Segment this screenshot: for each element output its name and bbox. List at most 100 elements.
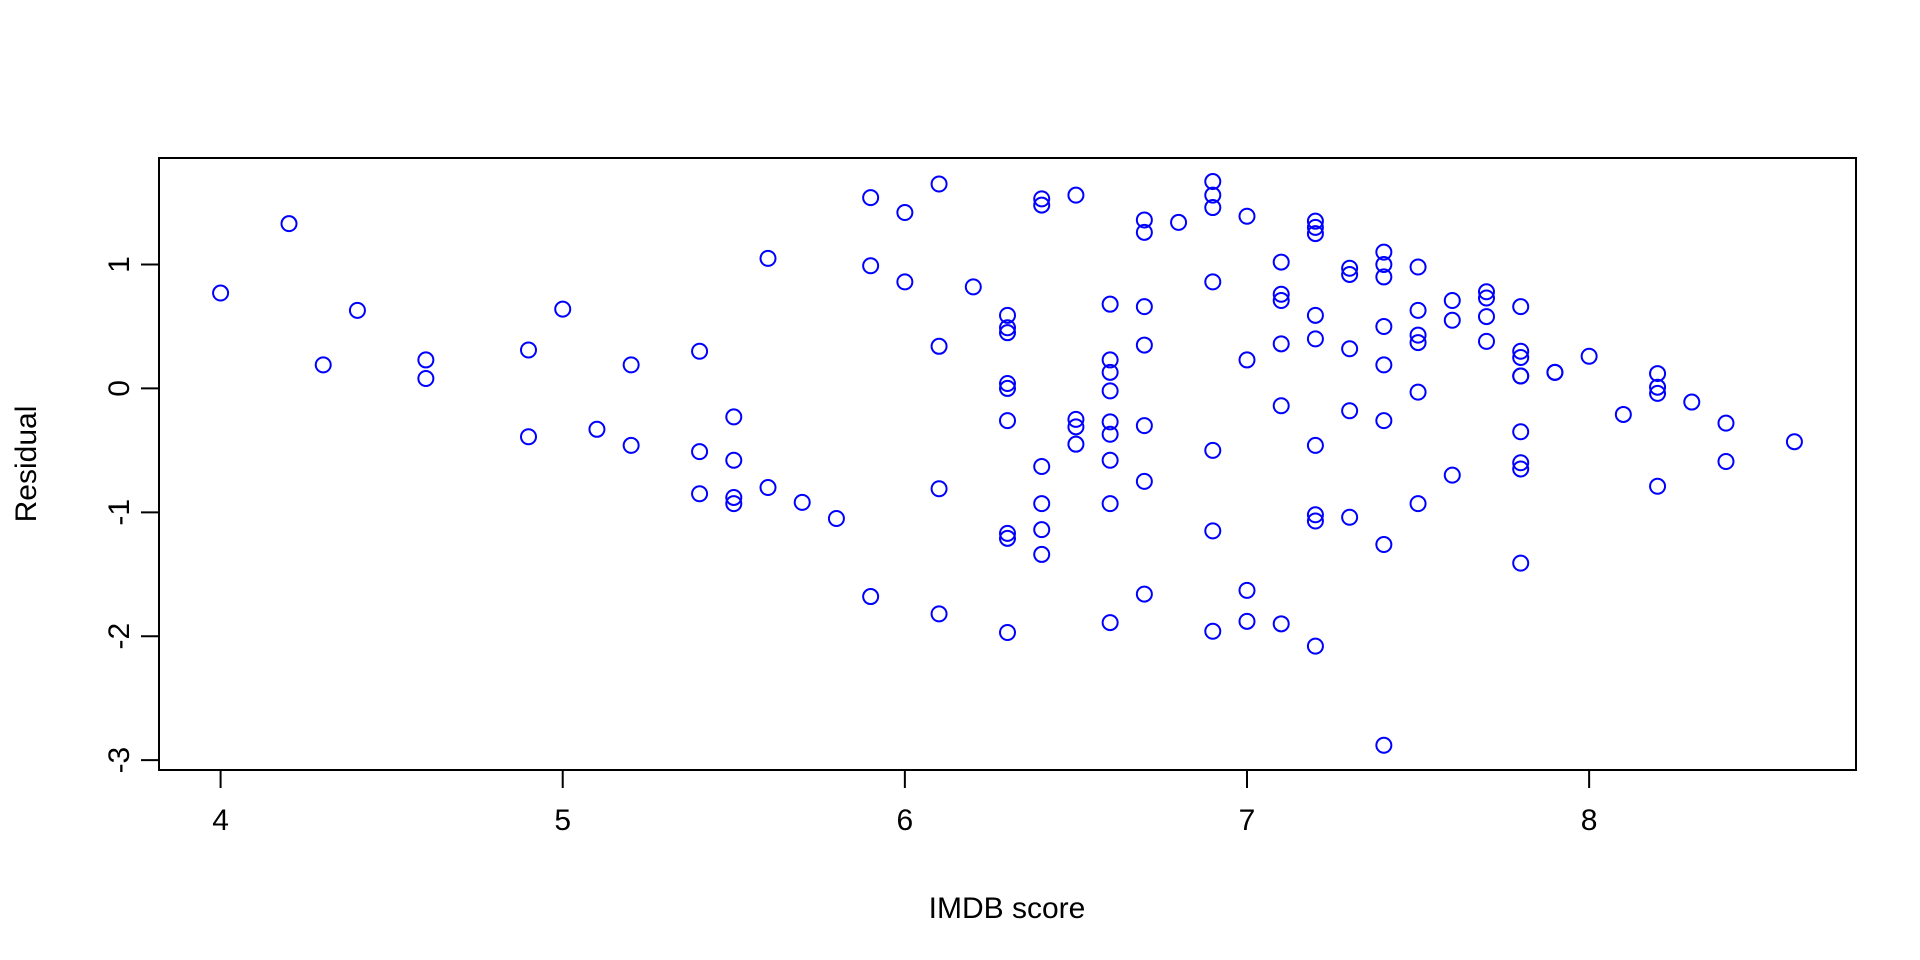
data-point [1717,453,1735,471]
data-point [1135,211,1153,229]
data-point [1341,259,1359,277]
data-point [1477,308,1495,326]
data-point [1272,285,1290,303]
data-point [520,341,538,359]
data-point [1443,311,1461,329]
data-point [1033,457,1051,475]
data-point [417,370,435,388]
data-point [1477,289,1495,307]
data-point [1033,545,1051,563]
data-point [1306,306,1324,324]
data-point [1170,213,1188,231]
data-point [1717,414,1735,432]
data-point [1512,348,1530,366]
data-point [1204,199,1222,217]
data-point [691,342,709,360]
data-point [725,451,743,469]
x-tick-label: 6 [897,804,914,837]
y-tick-label: 0 [103,380,136,397]
data-point [725,408,743,426]
data-point [1477,332,1495,350]
data-point [1443,291,1461,309]
data-point [999,623,1016,641]
x-axis-title: IMDB score [929,892,1086,925]
data-point [1306,512,1324,530]
data-point [1306,436,1324,454]
x-tick-label: 7 [1239,804,1256,837]
data-point [1101,425,1119,443]
data-point [1204,273,1222,291]
data-point [588,420,606,438]
data-point [862,257,880,275]
data-point [1614,405,1632,423]
data-point [1306,218,1324,236]
data-point [1512,367,1530,385]
data-point [1272,335,1290,353]
data-point [999,412,1016,430]
data-point [1375,268,1393,286]
data-point [1409,258,1427,276]
data-point [1101,382,1119,400]
data-point [1101,363,1119,381]
data-point [1238,351,1256,369]
data-point [1204,622,1222,640]
data-point [1238,581,1256,599]
data-point [1101,295,1119,313]
data-point [1204,186,1222,204]
data-point [930,337,948,355]
data-point [1512,460,1530,478]
data-point [1409,334,1427,352]
data-point [1272,253,1290,271]
data-point [759,249,777,267]
data-point [1512,554,1530,572]
data-point [1306,212,1324,230]
data-point [1785,433,1803,451]
y-tick-label: -2 [103,623,136,650]
data-point [793,493,811,511]
data-point [1306,330,1324,348]
data-point [1580,347,1598,365]
data-point [1306,506,1324,524]
data-point [1649,477,1667,495]
y-axis-title: Residual [10,406,43,523]
data-point [1683,393,1701,411]
data-point [691,443,709,461]
data-point [1135,585,1153,603]
data-point [1135,472,1153,490]
data-point [1067,418,1085,436]
data-point [417,351,435,369]
data-point [1033,495,1051,513]
data-point [622,436,640,454]
data-point [1375,317,1393,335]
data-point [280,215,298,233]
data-point [1101,614,1119,632]
data-point [314,356,332,374]
data-point [1135,417,1153,435]
data-point [1649,384,1667,402]
y-tick-label: -3 [103,747,136,774]
data-point [1067,410,1085,428]
data-point [1375,256,1393,274]
data-point [1409,326,1427,344]
data-points [212,173,1803,754]
plot-frame [158,157,1857,771]
data-point [520,428,538,446]
data-point [1375,736,1393,754]
data-point [1512,454,1530,472]
data-point [999,324,1016,342]
data-point [1477,283,1495,301]
data-point [1067,186,1085,204]
data-point [1238,612,1256,630]
data-point [759,479,777,497]
data-point [896,204,914,222]
y-axis: -3 -2 -1 0 1 [103,256,160,774]
data-point [1272,615,1290,633]
data-point [964,278,982,296]
data-point [1272,397,1290,415]
data-point [1409,301,1427,319]
data-point [999,319,1016,337]
data-point [348,301,366,319]
data-point [999,306,1016,324]
data-point [691,485,709,503]
